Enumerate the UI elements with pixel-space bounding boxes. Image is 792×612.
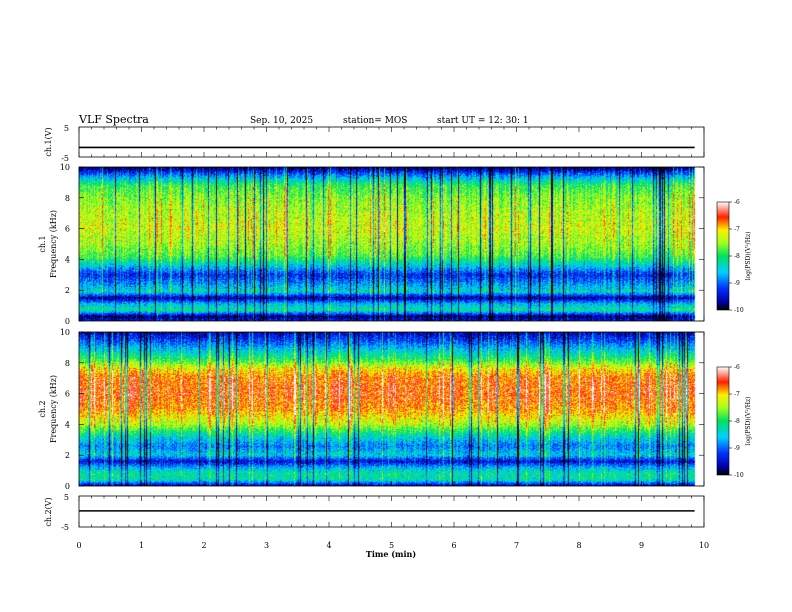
header-start-time: start UT = 12: 30: 1	[437, 116, 529, 126]
y-tick-label: 2	[65, 286, 70, 295]
ch2-voltage-ytick-top: 5	[64, 493, 69, 502]
ch1-channel-label: ch.1	[38, 235, 47, 252]
y-tick-label: 6	[65, 225, 70, 234]
y-tick-label: 0	[65, 482, 70, 491]
ch1-colorbar-label: log(PSD)(V²/Hz)	[745, 232, 752, 281]
x-tick-label: 0	[76, 541, 81, 550]
x-tick-label: 1	[139, 541, 144, 550]
ch2-colorbar-ticks: -6 -7 -8 -9 -10	[729, 364, 744, 479]
header-date: Sep. 10, 2025	[250, 116, 313, 126]
ch2-colorbar: -6 -7 -8 -9 -10 log(PSD)(V²/Hz)	[716, 364, 752, 479]
ch2-colorbar-gradient	[716, 366, 730, 476]
ch1-voltage-ticks	[78, 127, 705, 157]
y-tick-label: 10	[60, 328, 70, 337]
x-tick-label: 6	[451, 541, 456, 550]
ch1-spectrogram-panel: ch.1 Frequency (kHz) 0 2 4 6 8 10	[38, 163, 705, 326]
x-axis-tick-labels: 0 1 2 3 4 5 6 7 8 9 10	[76, 541, 709, 550]
colorbar-tick-label: -8	[734, 418, 740, 425]
header-station: station= MOS	[343, 116, 407, 126]
colorbar-tick-label: -9	[734, 280, 740, 287]
y-tick-label: 4	[65, 420, 70, 429]
y-tick-label: 8	[65, 359, 70, 368]
y-tick-label: 4	[65, 255, 70, 264]
colorbar-tick-label: -7	[734, 226, 740, 233]
colorbar-tick-label: -10	[734, 472, 744, 479]
ch2-spectrogram-ticks	[78, 332, 705, 486]
colorbar-tick-label: -8	[734, 253, 740, 260]
ch1-freq-label: Frequency (kHz)	[49, 210, 58, 278]
x-tick-label: 9	[639, 541, 644, 550]
ch2-voltage-ylabel: ch.2(V)	[44, 497, 53, 526]
x-tick-label: 10	[699, 541, 709, 550]
ch1-channel-name: ch.1	[38, 235, 47, 252]
x-tick-label: 5	[389, 541, 394, 550]
y-tick-label: 10	[60, 163, 70, 172]
ch2-voltage-ytick-bottom: -5	[61, 523, 69, 532]
colorbar-tick-label: -7	[734, 391, 740, 398]
ch1-voltage-panel: ch.1(V) 5 -5	[44, 124, 705, 163]
colorbar-tick-label: -10	[734, 307, 744, 314]
x-tick-label: 2	[201, 541, 206, 550]
figure-title: VLF Spectra	[78, 113, 149, 126]
ch1-spectrogram-ticks	[78, 167, 705, 321]
colorbar-tick-label: -9	[734, 445, 740, 452]
ch2-voltage-ticks	[78, 496, 705, 527]
x-tick-label: 8	[576, 541, 581, 550]
ch2-spectrogram-panel: ch.2 Frequency (kHz) 0 2 4 6 8 10	[38, 328, 705, 491]
ch2-freq-label: Frequency (kHz)	[49, 375, 58, 443]
y-tick-label: 0	[65, 317, 70, 326]
y-tick-label: 8	[65, 194, 70, 203]
ch2-spectrogram-image	[79, 332, 704, 486]
x-tick-label: 4	[326, 541, 331, 550]
ch2-channel-name: ch.2	[38, 400, 47, 417]
ch2-freq-label-text: Frequency (kHz)	[49, 375, 58, 443]
y-tick-label: 6	[65, 390, 70, 399]
x-tick-label: 3	[264, 541, 269, 550]
x-axis-label: Time (min)	[366, 549, 416, 559]
ch2-colorbar-label: log(PSD)(V²/Hz)	[745, 397, 752, 446]
ch2-channel-label: ch.2	[38, 400, 47, 417]
y-tick-label: 2	[65, 451, 70, 460]
colorbar-tick-label: -6	[734, 199, 740, 206]
ch1-colorbar-gradient	[716, 201, 730, 311]
ch1-freq-label-text: Frequency (kHz)	[49, 210, 58, 278]
ch1-spectrogram-yticks: 0 2 4 6 8 10	[60, 163, 704, 326]
ch2-voltage-panel: ch.2(V) 5 -5	[44, 493, 705, 532]
ch2-spectrogram-yticks: 0 2 4 6 8 10	[60, 328, 704, 491]
ch1-colorbar-ticks: -6 -7 -8 -9 -10	[729, 199, 744, 314]
ch1-voltage-ytick-bottom: -5	[61, 154, 69, 163]
ch1-voltage-ylabel: ch.1(V)	[44, 127, 53, 156]
ch1-voltage-ytick-top: 5	[64, 124, 69, 133]
x-tick-label: 7	[514, 541, 519, 550]
ch1-spectrogram-image	[79, 167, 704, 321]
ch1-colorbar: -6 -7 -8 -9 -10 log(PSD)(V²/Hz)	[716, 199, 752, 314]
colorbar-tick-label: -6	[734, 364, 740, 371]
